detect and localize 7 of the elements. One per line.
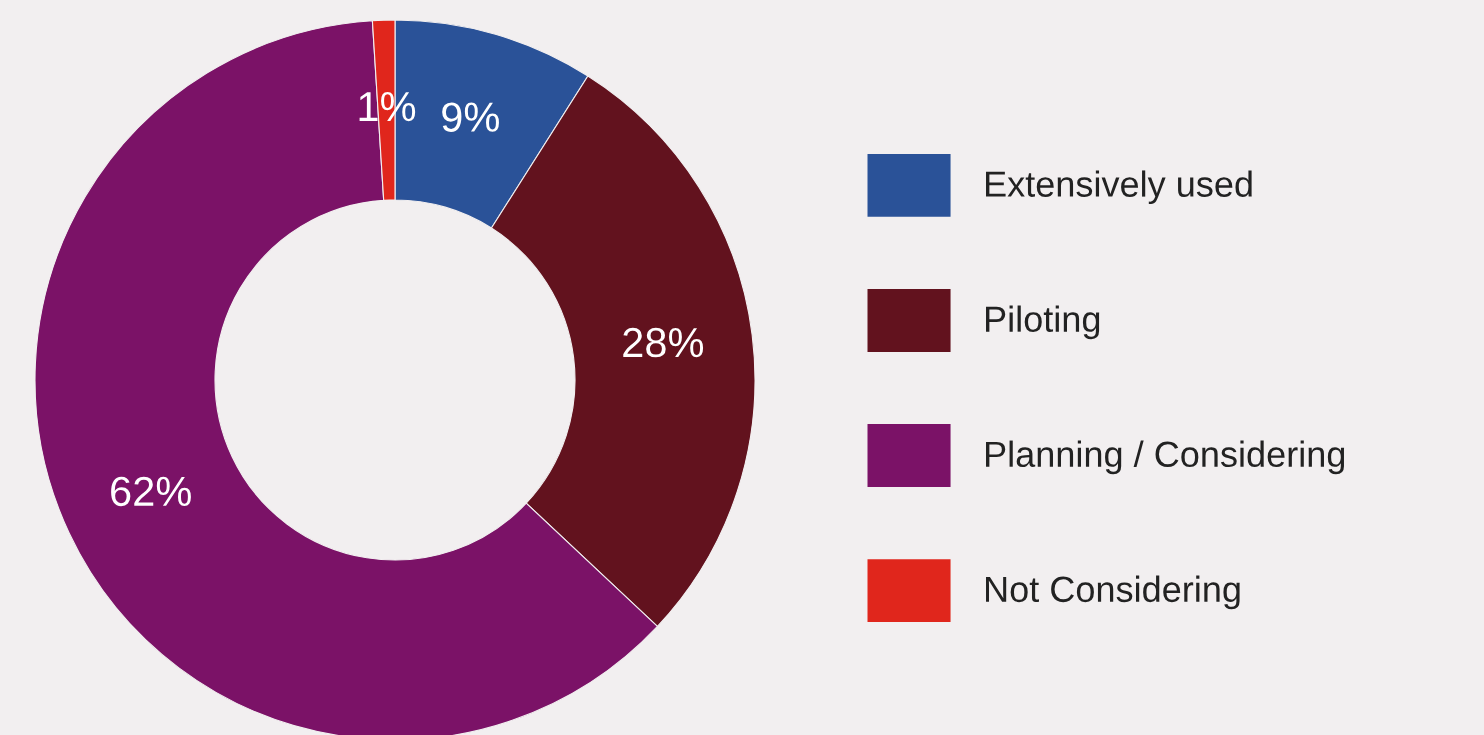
data-label: 9%	[442, 102, 499, 132]
legend-label: Extensively used	[986, 170, 1252, 205]
data-label: 28%	[623, 327, 704, 358]
legend-label: Piloting	[986, 305, 1100, 340]
data-label: 62%	[111, 476, 191, 507]
legend-label: Planning / Considering	[986, 440, 1345, 475]
legend-label: Not Considering	[986, 575, 1240, 610]
